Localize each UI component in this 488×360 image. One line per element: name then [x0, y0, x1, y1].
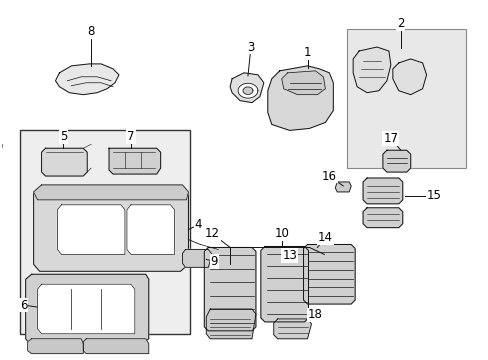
- Polygon shape: [57, 205, 124, 255]
- Text: 4: 4: [194, 218, 202, 231]
- Text: 13: 13: [282, 249, 297, 262]
- Polygon shape: [26, 274, 148, 344]
- Polygon shape: [182, 249, 212, 267]
- Polygon shape: [335, 182, 350, 192]
- Polygon shape: [362, 178, 402, 204]
- Polygon shape: [41, 148, 87, 176]
- Bar: [20, 130, 190, 334]
- Bar: [346, 29, 466, 168]
- Polygon shape: [352, 47, 390, 93]
- Text: 7: 7: [127, 130, 134, 143]
- Text: 3: 3: [247, 41, 254, 54]
- Polygon shape: [34, 185, 188, 200]
- Polygon shape: [303, 244, 354, 304]
- Polygon shape: [28, 339, 83, 354]
- Polygon shape: [34, 185, 188, 271]
- Polygon shape: [38, 284, 135, 334]
- Text: 10: 10: [274, 227, 288, 240]
- Text: 16: 16: [321, 170, 336, 183]
- Polygon shape: [260, 247, 308, 322]
- Polygon shape: [273, 319, 311, 339]
- Text: 1: 1: [303, 46, 311, 59]
- Polygon shape: [362, 208, 402, 228]
- Polygon shape: [127, 205, 174, 255]
- Polygon shape: [382, 150, 410, 172]
- Text: 14: 14: [317, 231, 332, 244]
- Text: 6: 6: [20, 298, 27, 311]
- Polygon shape: [238, 83, 257, 98]
- Text: 5: 5: [60, 130, 67, 143]
- Polygon shape: [55, 64, 119, 95]
- Text: 18: 18: [307, 309, 322, 321]
- Polygon shape: [392, 59, 426, 95]
- Polygon shape: [243, 87, 252, 94]
- Polygon shape: [206, 309, 255, 339]
- Text: 15: 15: [426, 189, 441, 202]
- Text: 12: 12: [204, 227, 219, 240]
- Polygon shape: [204, 247, 255, 331]
- Text: 2: 2: [396, 17, 404, 30]
- Text: 9: 9: [210, 255, 218, 268]
- Polygon shape: [267, 66, 333, 130]
- Text: 8: 8: [87, 24, 95, 38]
- Polygon shape: [83, 339, 148, 354]
- Polygon shape: [230, 73, 264, 103]
- Text: 17: 17: [383, 132, 398, 145]
- Polygon shape: [109, 148, 161, 174]
- Polygon shape: [281, 71, 325, 95]
